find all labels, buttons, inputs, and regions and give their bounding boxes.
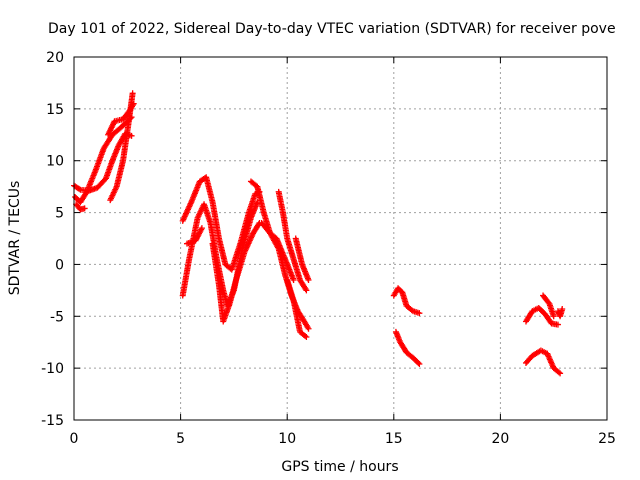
data-point xyxy=(416,360,423,367)
data-point xyxy=(130,100,137,107)
data-series-arc-4a xyxy=(522,304,561,328)
data-point xyxy=(555,369,562,376)
data-point xyxy=(198,225,205,232)
data-point xyxy=(416,310,423,317)
data-series-arc-1e xyxy=(105,100,137,138)
data-point xyxy=(415,359,422,366)
data-point xyxy=(76,185,83,192)
data-series-arc-1a xyxy=(71,130,135,194)
x-axis-title: GPS time / hours xyxy=(281,459,398,475)
data-point xyxy=(81,205,88,212)
axis-ticks: 0 5 10 15 20 25 -15 -10 -5 0 5 10 15 20 xyxy=(41,50,616,447)
data-series-arc-2a xyxy=(179,174,263,273)
chart-title: Day 101 of 2022, Sidereal Day-to-day VTE… xyxy=(48,21,616,37)
data-point xyxy=(302,286,309,293)
data-series-arc-2c xyxy=(183,225,205,247)
plot-frame xyxy=(73,56,608,421)
data-point xyxy=(557,370,564,377)
data-series-arc-1d xyxy=(107,90,136,204)
x-tick-label: 5 xyxy=(176,431,185,447)
y-tick-label: 0 xyxy=(55,257,64,273)
data-series-arc-3b xyxy=(392,328,423,367)
data-point xyxy=(303,287,310,294)
x-tick-label: 15 xyxy=(385,431,403,447)
data-series-arc-3a xyxy=(390,285,423,317)
y-axis-title: SDTVAR / TECUs xyxy=(7,181,23,296)
data-point xyxy=(550,313,557,320)
data-points xyxy=(71,90,566,377)
x-tick-label: 20 xyxy=(491,431,509,447)
y-tick-label: 10 xyxy=(46,154,64,170)
x-tick-label: 0 xyxy=(70,431,79,447)
x-tick-label: 25 xyxy=(598,431,616,447)
grid xyxy=(74,57,607,420)
data-series-arc-4b xyxy=(522,347,564,377)
data-series-arc-2g xyxy=(275,188,310,294)
data-point xyxy=(305,325,312,332)
data-series-arc-1c xyxy=(73,201,88,213)
data-point xyxy=(305,276,312,283)
data-point xyxy=(290,276,297,283)
y-tick-label: -10 xyxy=(41,361,64,377)
data-point xyxy=(302,332,309,339)
data-point xyxy=(129,90,136,97)
y-tick-label: 20 xyxy=(46,50,64,66)
data-series-arc-2i xyxy=(292,235,312,283)
data-point xyxy=(559,306,566,313)
y-tick-label: 15 xyxy=(46,102,64,118)
y-tick-label: -15 xyxy=(41,413,64,429)
data-series-arc-2d xyxy=(209,219,263,325)
data-point xyxy=(303,334,310,341)
data-series-arc-4c xyxy=(540,292,557,320)
y-tick-label: 5 xyxy=(55,206,64,222)
data-series-arc-4d xyxy=(554,306,566,320)
data-series-arc-2h xyxy=(284,276,310,341)
data-point xyxy=(554,321,561,328)
y-tick-label: -5 xyxy=(50,309,64,325)
x-tick-label: 10 xyxy=(278,431,296,447)
data-series-arc-2f xyxy=(258,219,312,332)
